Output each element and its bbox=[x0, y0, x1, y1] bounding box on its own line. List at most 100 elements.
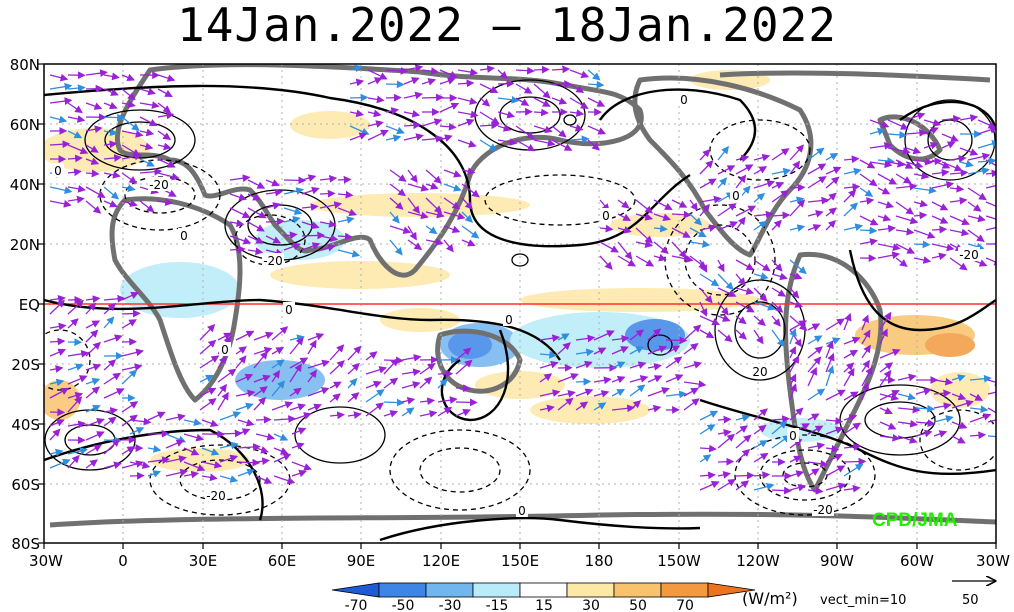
wind-vector bbox=[479, 65, 495, 73]
wind-vector bbox=[337, 207, 358, 217]
wind-vector bbox=[895, 243, 916, 254]
wind-vector bbox=[635, 213, 654, 221]
wind-vector bbox=[265, 202, 281, 210]
wind-vector bbox=[647, 404, 662, 413]
wind-vector bbox=[307, 332, 325, 341]
wind-vector bbox=[255, 475, 273, 484]
wind-vector bbox=[825, 465, 846, 477]
wind-vector bbox=[157, 88, 173, 98]
wind-vector bbox=[825, 365, 835, 387]
wind-vector bbox=[717, 203, 737, 217]
wind-vector bbox=[367, 120, 384, 128]
wind-vector bbox=[157, 111, 175, 120]
wind-vector bbox=[771, 148, 790, 161]
wind-vector bbox=[49, 186, 73, 195]
wind-vector bbox=[67, 154, 83, 163]
wind-vector bbox=[401, 354, 422, 362]
wind-vector bbox=[85, 444, 102, 455]
wind-vector bbox=[49, 448, 64, 457]
wind-vector bbox=[647, 328, 662, 341]
wind-vector bbox=[859, 159, 876, 169]
wind-vector bbox=[67, 375, 88, 385]
lon-label: 0 bbox=[118, 552, 128, 570]
wind-vector bbox=[931, 168, 950, 177]
wind-vector bbox=[959, 160, 974, 168]
colorbar-segment bbox=[331, 582, 380, 598]
wind-vector bbox=[825, 389, 846, 401]
wind-vector bbox=[895, 182, 918, 191]
wind-vector bbox=[825, 176, 840, 189]
wind-vector bbox=[237, 418, 255, 427]
wind-vector bbox=[85, 363, 102, 371]
wind-vector bbox=[183, 433, 205, 442]
wind-vector bbox=[987, 378, 996, 386]
wind-vector bbox=[789, 272, 803, 280]
wind-vector bbox=[347, 345, 362, 361]
wind-vector bbox=[877, 243, 901, 251]
wind-vector bbox=[103, 407, 119, 415]
map-title: 14Jan.2022 – 18Jan.2022 bbox=[177, 0, 837, 52]
wind-vector bbox=[347, 362, 360, 375]
wind-vector bbox=[969, 393, 984, 401]
wind-vector bbox=[967, 214, 986, 223]
wind-vector bbox=[807, 335, 823, 345]
wind-vector bbox=[49, 378, 65, 387]
wind-vector bbox=[557, 389, 576, 398]
wind-vector bbox=[437, 378, 448, 389]
wind-vector bbox=[717, 259, 725, 273]
wind-vector bbox=[995, 147, 996, 148]
wind-vector bbox=[807, 367, 818, 387]
wind-vector bbox=[229, 245, 246, 254]
wind-vector bbox=[931, 215, 949, 224]
wind-vector bbox=[611, 361, 626, 369]
wind-vector bbox=[265, 179, 280, 187]
wind-vector bbox=[593, 402, 607, 411]
wind-vector bbox=[967, 229, 985, 243]
wind-vector bbox=[717, 165, 736, 175]
wind-vector bbox=[183, 447, 200, 456]
wind-vector bbox=[788, 346, 796, 359]
wind-vector bbox=[337, 232, 353, 241]
wind-vector bbox=[255, 415, 272, 424]
wind-vector bbox=[273, 475, 296, 485]
contour-label: 0 bbox=[54, 164, 62, 178]
wind-vector bbox=[789, 355, 800, 373]
wind-vector bbox=[569, 69, 590, 79]
contour-labels: 0 0 0 0 0 0 0 0 0 0 -20 -20 -20 -20 20 -… bbox=[52, 92, 980, 518]
contour-label: 0 bbox=[789, 429, 797, 443]
wind-vector bbox=[401, 407, 415, 417]
wind-vector bbox=[671, 241, 687, 259]
lat-label: 60N bbox=[10, 116, 40, 134]
wind-vector bbox=[699, 273, 720, 287]
wind-vector bbox=[931, 225, 948, 234]
wind-vector bbox=[843, 349, 859, 359]
wind-vector bbox=[237, 458, 261, 467]
wind-vector bbox=[735, 414, 751, 422]
wind-vector bbox=[349, 109, 365, 118]
wind-vector bbox=[85, 459, 98, 469]
wind-vector bbox=[569, 83, 585, 93]
wind-vector bbox=[599, 241, 619, 253]
longitude-labels: 30W 0 30E 60E 90E 120E 150E 180 150W 120… bbox=[29, 552, 1010, 570]
wind-vector bbox=[85, 157, 100, 165]
wind-vector bbox=[349, 78, 365, 87]
wind-vector bbox=[139, 167, 163, 176]
wind-vectors bbox=[49, 64, 996, 495]
colorbar-units: (W/m²) bbox=[742, 589, 798, 608]
wind-vector bbox=[329, 381, 342, 389]
wind-vector bbox=[307, 339, 317, 355]
wind-vector bbox=[121, 369, 138, 385]
wind-vector bbox=[967, 187, 987, 201]
wind-vector bbox=[329, 360, 345, 375]
wind-vector bbox=[789, 328, 797, 345]
wind-vector bbox=[497, 69, 508, 80]
wind-vector bbox=[941, 114, 962, 123]
wind-vector bbox=[289, 363, 302, 383]
wind-vector bbox=[235, 389, 256, 398]
wind-vector bbox=[85, 302, 97, 315]
wind-vector bbox=[861, 382, 870, 401]
wind-vector bbox=[949, 215, 970, 226]
wind-vector bbox=[307, 359, 330, 369]
wind-vector bbox=[49, 294, 66, 303]
wind-vector bbox=[877, 187, 891, 195]
